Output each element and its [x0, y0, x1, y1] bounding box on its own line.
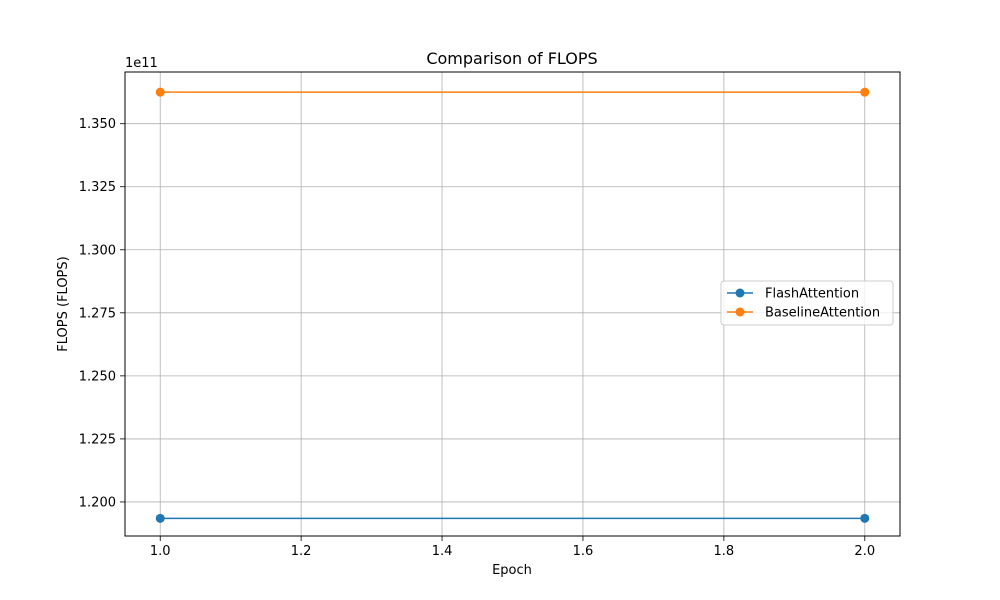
data-point-baselineattention: [860, 87, 870, 97]
y-offset-label: 1e11: [125, 56, 158, 71]
x-tick-label: 1.0: [150, 544, 171, 559]
legend: FlashAttention BaselineAttention: [720, 280, 894, 326]
legend-label-flashattention: FlashAttention: [765, 287, 859, 302]
y-tick-label: 1.200: [79, 495, 116, 510]
data-point-flashattention: [155, 513, 165, 523]
legend-marker-flashattention: [735, 288, 745, 298]
x-tick-label: 1.2: [291, 544, 312, 559]
y-tick-label: 1.300: [79, 243, 116, 258]
y-tick-label: 1.275: [79, 306, 116, 321]
chart-title: Comparison of FLOPS: [426, 49, 597, 68]
x-axis-label: Epoch: [492, 563, 532, 578]
y-axis-label: FLOPS (FLOPS): [56, 256, 71, 351]
y-tick-label: 1.225: [79, 432, 116, 447]
x-tick-label: 1.4: [432, 544, 453, 559]
legend-box: [720, 280, 894, 326]
data-point-baselineattention: [155, 87, 165, 97]
y-tick-label: 1.325: [79, 180, 116, 195]
legend-marker-baselineattention: [735, 307, 745, 317]
x-axis-ticks: 1.0 1.2 1.4 1.6 1.8 2.0: [150, 536, 875, 559]
legend-label-baselineattention: BaselineAttention: [765, 306, 880, 321]
y-axis-ticks: 1.200 1.225 1.250 1.275 1.300 1.325 1.350: [79, 117, 125, 510]
y-tick-label: 1.350: [79, 117, 116, 132]
plot-frame: [124, 71, 901, 537]
x-tick-label: 1.6: [573, 544, 594, 559]
x-tick-label: 1.8: [714, 544, 735, 559]
y-tick-label: 1.250: [79, 369, 116, 384]
data-point-flashattention: [860, 513, 870, 523]
series-layer: [155, 87, 870, 523]
x-tick-label: 2.0: [854, 544, 875, 559]
